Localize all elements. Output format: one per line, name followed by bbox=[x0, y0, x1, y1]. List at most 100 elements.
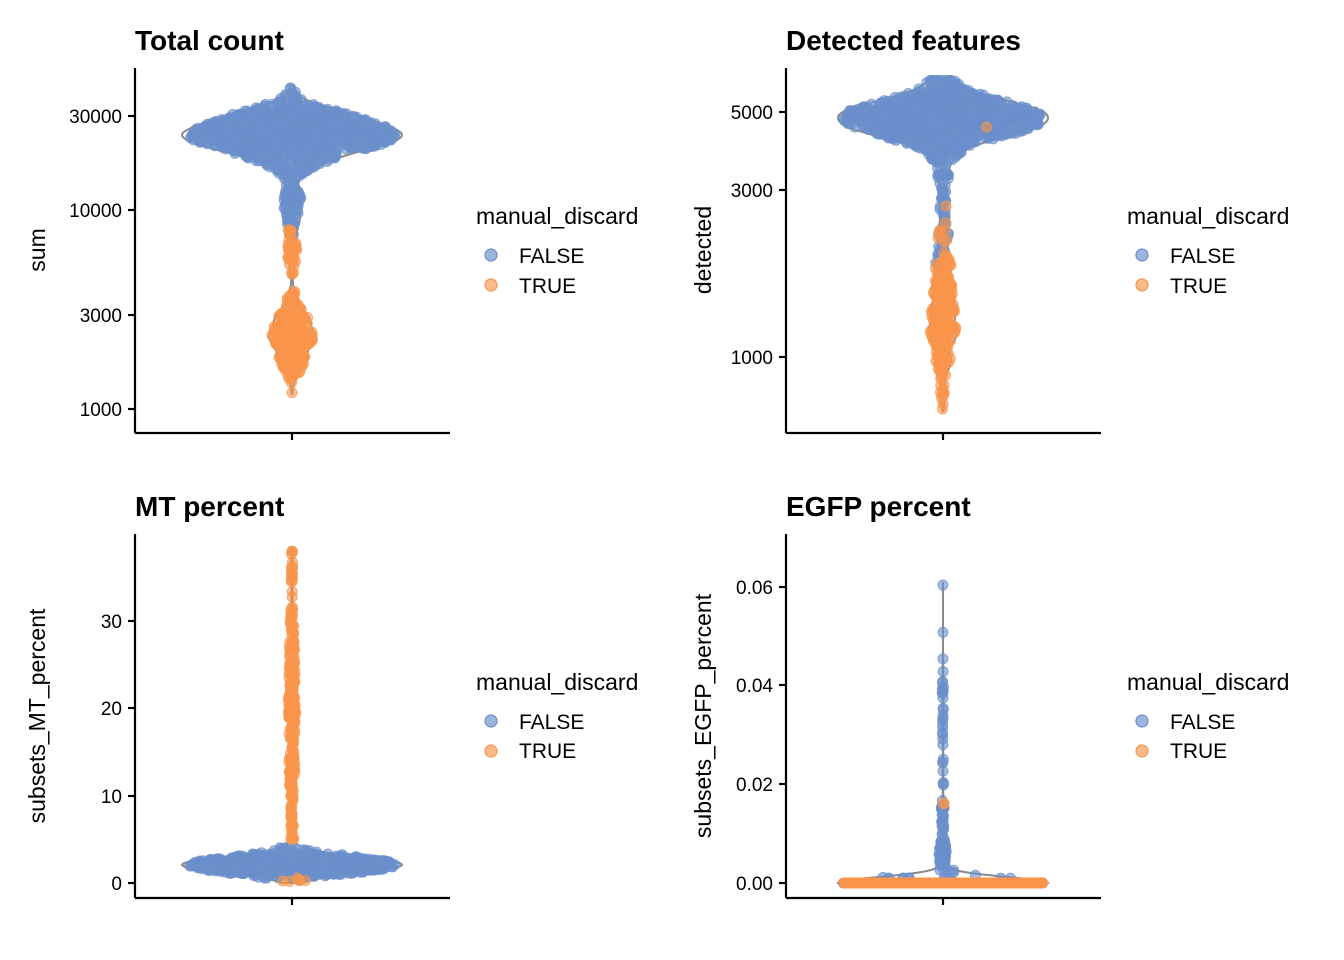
point-true bbox=[282, 242, 294, 254]
point-false bbox=[838, 113, 850, 125]
legend-key-false bbox=[484, 714, 498, 728]
legend-label-true: TRUE bbox=[519, 740, 576, 763]
point-false bbox=[284, 164, 296, 176]
point-true bbox=[286, 637, 298, 649]
y-axis-label: sum bbox=[24, 228, 50, 271]
point-true bbox=[287, 818, 298, 830]
point-true bbox=[289, 708, 301, 720]
point-true bbox=[284, 662, 296, 674]
point-false bbox=[292, 202, 303, 214]
point-true bbox=[940, 200, 952, 212]
point-true bbox=[986, 877, 998, 889]
point-false bbox=[229, 864, 241, 875]
point-false bbox=[937, 778, 949, 789]
point-true bbox=[287, 730, 299, 742]
point-true bbox=[934, 342, 946, 354]
point-false bbox=[913, 120, 925, 132]
point-false bbox=[937, 702, 949, 714]
point-false bbox=[874, 98, 886, 110]
point-false bbox=[937, 626, 949, 638]
point-false bbox=[937, 819, 949, 831]
point-false bbox=[920, 107, 932, 119]
point-false bbox=[955, 126, 967, 138]
point-true bbox=[961, 877, 972, 889]
point-true bbox=[287, 627, 299, 639]
point-false bbox=[940, 158, 952, 169]
plot-title: EGFP percent bbox=[786, 491, 971, 522]
point-false bbox=[262, 150, 274, 162]
point-true bbox=[285, 789, 297, 801]
legend-key-true bbox=[484, 744, 498, 758]
legend-title: manual_discard bbox=[1127, 203, 1289, 229]
point-false bbox=[223, 115, 235, 127]
y-tick-label: 1000 bbox=[731, 348, 773, 369]
point-true bbox=[286, 268, 298, 280]
point-true bbox=[945, 335, 956, 347]
point-false bbox=[937, 681, 949, 693]
y-axis-label: detected bbox=[690, 206, 716, 294]
point-true bbox=[935, 373, 947, 385]
point-false bbox=[266, 138, 278, 150]
point-false bbox=[974, 88, 986, 100]
point-true bbox=[924, 326, 936, 338]
point-false bbox=[860, 106, 872, 117]
point-true bbox=[938, 798, 950, 810]
point-false bbox=[278, 173, 290, 185]
point-false bbox=[937, 848, 949, 860]
point-true bbox=[936, 877, 947, 889]
legend-key-true bbox=[1135, 744, 1149, 758]
y-tick-label: 5000 bbox=[731, 103, 773, 124]
point-true bbox=[943, 318, 955, 329]
point-true bbox=[278, 347, 290, 359]
point-false bbox=[263, 870, 275, 882]
point-false bbox=[1018, 104, 1030, 116]
point-false bbox=[902, 130, 914, 142]
legend-key-false bbox=[1135, 248, 1149, 262]
point-false bbox=[328, 867, 339, 879]
legend-label-true: TRUE bbox=[1170, 275, 1227, 298]
point-true bbox=[947, 298, 959, 310]
point-false bbox=[282, 108, 294, 120]
y-tick-label: 0.04 bbox=[736, 676, 773, 697]
point-false bbox=[196, 135, 207, 147]
point-false bbox=[243, 134, 254, 146]
point-true bbox=[288, 651, 300, 663]
point-true bbox=[838, 877, 850, 889]
point-false bbox=[297, 167, 309, 179]
point-false bbox=[252, 862, 264, 874]
legend-label-true: TRUE bbox=[1170, 740, 1227, 763]
point-false bbox=[954, 116, 966, 128]
point-false bbox=[329, 113, 340, 125]
legend-label-false: FALSE bbox=[519, 711, 584, 734]
point-false bbox=[279, 119, 291, 131]
point-false bbox=[247, 109, 259, 121]
point-true bbox=[935, 266, 947, 278]
point-true bbox=[936, 403, 948, 415]
point-false bbox=[210, 115, 222, 127]
point-true bbox=[1029, 877, 1041, 889]
point-false bbox=[348, 859, 360, 871]
y-axis-label: subsets_MT_percent bbox=[24, 608, 50, 823]
point-false bbox=[235, 120, 247, 132]
plot-title: Total count bbox=[135, 25, 284, 56]
y-tick-label: 10000 bbox=[69, 201, 122, 222]
point-false bbox=[922, 86, 934, 98]
legend-title: manual_discard bbox=[476, 669, 638, 695]
point-false bbox=[890, 106, 902, 118]
point-false bbox=[865, 117, 877, 129]
y-tick-label: 1000 bbox=[80, 400, 122, 421]
point-false bbox=[928, 100, 940, 112]
plot-title: Detected features bbox=[786, 25, 1021, 56]
point-true bbox=[937, 364, 949, 376]
point-true bbox=[981, 121, 992, 133]
point-false bbox=[1000, 128, 1012, 140]
point-false bbox=[204, 863, 216, 875]
point-true bbox=[294, 875, 305, 887]
point-true bbox=[286, 586, 298, 598]
point-false bbox=[262, 851, 274, 863]
point-true bbox=[929, 290, 941, 302]
point-false bbox=[373, 127, 385, 139]
point-false bbox=[1010, 127, 1022, 139]
y-tick-label: 20 bbox=[101, 699, 122, 720]
